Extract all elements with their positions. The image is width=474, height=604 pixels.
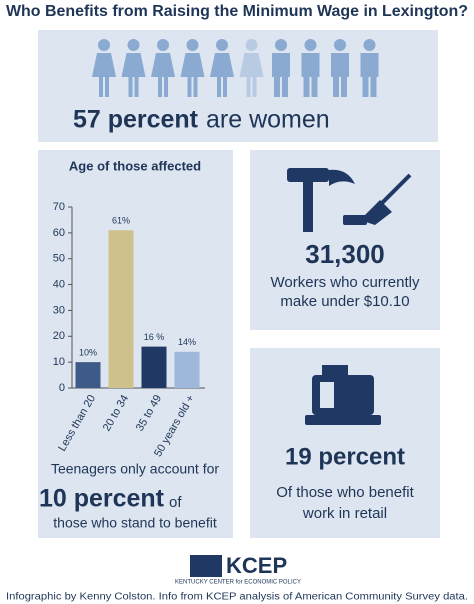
women-highlight: 57 percent: [73, 106, 199, 134]
chart-title: Age of those affected: [69, 158, 201, 173]
value-label: 10%: [79, 348, 97, 358]
y-tick-label: 60: [53, 227, 65, 239]
logo-mark: [190, 555, 222, 577]
person-body: [92, 53, 116, 97]
person-head: [304, 39, 317, 51]
retail-highlight: 19 percent: [285, 443, 405, 470]
person-head: [245, 39, 258, 51]
logo-name: KCEP: [226, 553, 287, 578]
person-head: [127, 39, 140, 51]
person-body: [301, 53, 320, 97]
teens-suffix: of: [169, 494, 182, 511]
teens-line2: those who stand to benefit: [53, 515, 217, 531]
value-label: 61%: [112, 216, 130, 226]
hammer-icon: [287, 168, 355, 232]
women-text: are women: [206, 106, 330, 134]
y-tick-label: 40: [53, 278, 65, 290]
person-head: [98, 39, 110, 51]
retail-line1: Of those who benefit: [276, 484, 414, 501]
bar: [174, 351, 200, 388]
person-body: [272, 53, 290, 97]
person-body: [360, 53, 379, 97]
age-panel: [38, 150, 233, 538]
credit: Infographic by Kenny Colston. Info from …: [6, 592, 468, 603]
person-head: [334, 39, 346, 51]
people-icons: [92, 39, 379, 97]
y-tick-label: 0: [59, 382, 65, 394]
y-tick-label: 30: [53, 304, 65, 316]
person-body: [239, 53, 264, 97]
person-head: [157, 39, 169, 51]
vacuum-icon: [343, 173, 412, 225]
person-head: [216, 39, 228, 51]
workers-line2: make under $10.10: [280, 293, 409, 310]
y-tick-label: 10: [53, 356, 65, 368]
bar: [75, 362, 101, 388]
workers-highlight: 31,300: [305, 239, 385, 269]
teens-line1: Teenagers only account for: [51, 461, 219, 477]
bar: [141, 346, 167, 388]
page-title: Who Benefits from Raising the Minimum Wa…: [6, 3, 468, 20]
y-tick-label: 70: [53, 201, 65, 213]
person-body: [151, 53, 175, 97]
retail-line2: work in retail: [302, 505, 387, 522]
person-head: [275, 39, 287, 51]
value-label: 14%: [178, 337, 196, 347]
person-body: [180, 53, 205, 97]
y-tick-label: 20: [53, 330, 65, 342]
register-icon: [305, 365, 381, 425]
person-head: [363, 39, 376, 51]
logo-subtitle: KENTUCKY CENTER for ECONOMIC POLICY: [175, 580, 301, 586]
person-body: [210, 53, 234, 97]
person-body: [121, 53, 146, 97]
value-label: 16 %: [144, 332, 165, 342]
person-head: [186, 39, 199, 51]
person-body: [331, 53, 349, 97]
teens-highlight: 10 percent: [39, 485, 165, 513]
y-tick-label: 50: [53, 253, 65, 265]
bar: [108, 230, 134, 388]
workers-line1: Workers who currently: [271, 274, 420, 291]
